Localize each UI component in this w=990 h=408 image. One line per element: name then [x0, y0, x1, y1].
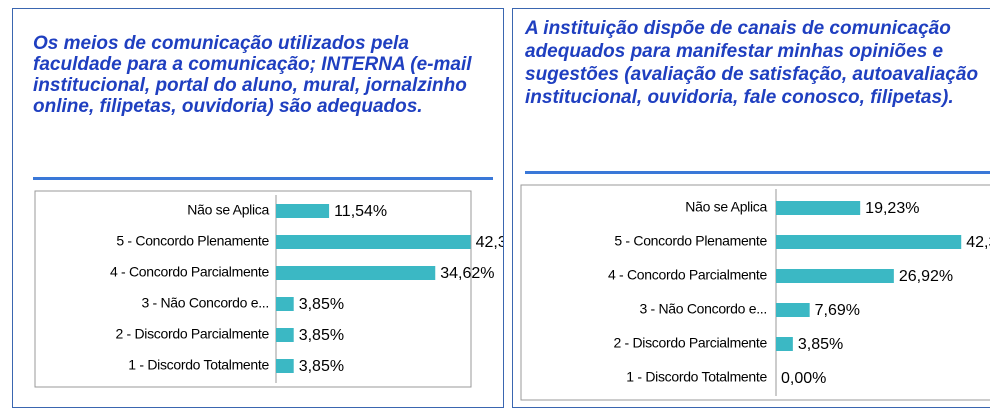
value-label: 3,85%	[299, 358, 344, 375]
chart-title: A instituição dispõe de canais de comuni…	[525, 18, 979, 108]
divider	[525, 171, 990, 174]
value-label: 0,00%	[781, 370, 826, 387]
bar	[276, 328, 294, 342]
bar	[276, 235, 471, 249]
bar	[776, 303, 810, 317]
chart: Não se Aplica 11,54% 5 - Concordo Plenamen…	[34, 190, 504, 388]
category-label: 3 - Não Concordo e...	[141, 295, 269, 311]
bar	[276, 204, 330, 218]
category-label: 4 - Concordo Parcialmente	[110, 264, 270, 280]
bar	[776, 235, 962, 249]
divider	[33, 177, 493, 180]
category-label: 4 - Concordo Parcialmente	[608, 267, 768, 283]
value-label: 26,92%	[899, 268, 953, 285]
category-label: 3 - Não Concordo e...	[639, 301, 767, 317]
chart-title: Os meios de comunicação utilizados pela …	[33, 33, 472, 117]
category-label: Não se Aplica	[685, 199, 767, 215]
bar	[276, 297, 294, 311]
category-label: 2 - Discordo Parcialmente	[613, 335, 767, 351]
value-label: 3,85%	[299, 296, 344, 313]
chart: Não se Aplica 19,23% 5 - Concordo Plenamen…	[520, 184, 990, 401]
panel: Os meios de comunicação utilizados pela …	[12, 8, 504, 408]
bar	[776, 337, 793, 351]
panel: A instituição dispõe de canais de comuni…	[512, 8, 990, 408]
bar	[276, 359, 294, 373]
category-label: 1 - Discordo Totalmente	[128, 357, 269, 373]
value-label: 19,23%	[865, 200, 919, 217]
value-label: 42,31%	[966, 234, 990, 251]
plot-frame	[34, 190, 472, 388]
value-label: 7,69%	[815, 302, 860, 319]
category-label: Não se Aplica	[187, 202, 269, 218]
value-label: 42,31%	[476, 234, 504, 251]
bar	[276, 266, 436, 280]
bar	[776, 201, 861, 215]
category-label: 5 - Concordo Plenamente	[614, 233, 767, 249]
category-label: 1 - Discordo Totalmente	[626, 369, 767, 385]
value-label: 34,62%	[440, 265, 494, 282]
value-label: 3,85%	[299, 327, 344, 344]
category-label: 5 - Concordo Plenamente	[116, 233, 269, 249]
category-label: 2 - Discordo Parcialmente	[115, 326, 269, 342]
bar	[776, 269, 894, 283]
value-label: 3,85%	[798, 336, 843, 353]
value-label: 11,54%	[334, 203, 387, 220]
